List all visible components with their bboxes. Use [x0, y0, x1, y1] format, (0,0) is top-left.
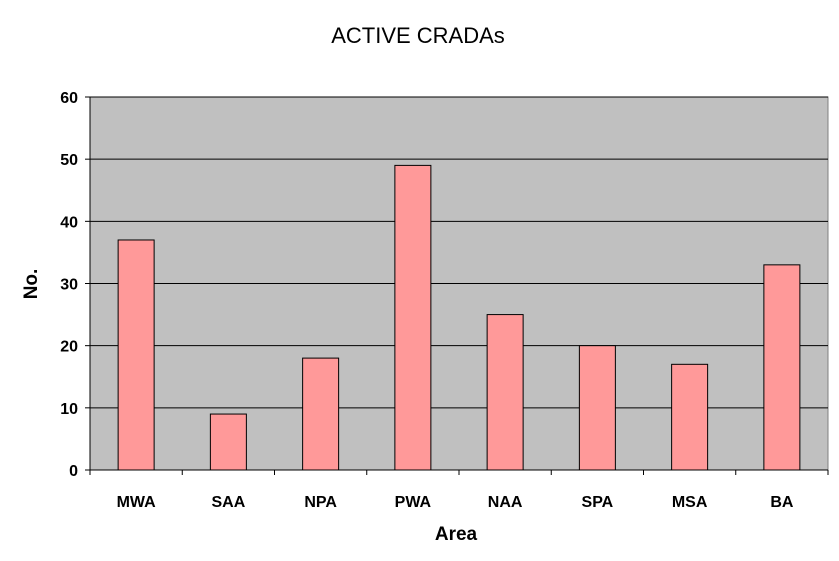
x-tick-label: SAA — [211, 494, 245, 511]
bar-saa — [209, 413, 247, 471]
bar-naa — [486, 314, 524, 471]
y-tick-label: 40 — [60, 214, 78, 231]
y-tick-label: 60 — [60, 90, 78, 107]
y-tick-label: 30 — [60, 277, 78, 294]
y-axis-label: No. — [21, 269, 42, 300]
chart-title: ACTIVE CRADAs — [331, 23, 505, 48]
x-axis-label: Area — [435, 524, 478, 545]
x-tick-label: PWA — [395, 494, 432, 511]
bar-ba — [763, 264, 801, 471]
y-tick-label: 20 — [60, 339, 78, 356]
bar-mwa — [117, 239, 155, 471]
x-tick-label: NAA — [488, 494, 523, 511]
plot-area: 0 10 20 30 40 50 60 MWA SAA NPA PWA NAA SPA MSA BA — [60, 90, 829, 511]
bar-spa — [578, 345, 616, 471]
x-tick-label: NPA — [304, 494, 337, 511]
y-tick-label: 0 — [69, 463, 78, 480]
bar-pwa — [394, 164, 432, 471]
bar-msa — [671, 363, 709, 471]
x-tick-label: MWA — [117, 494, 157, 511]
y-tick-label: 10 — [60, 401, 78, 418]
bar-npa — [302, 357, 340, 471]
x-tick-label: SPA — [582, 494, 614, 511]
y-tick-label: 50 — [60, 152, 78, 169]
x-tick-label: BA — [770, 494, 794, 511]
x-tick-label: MSA — [672, 494, 708, 511]
